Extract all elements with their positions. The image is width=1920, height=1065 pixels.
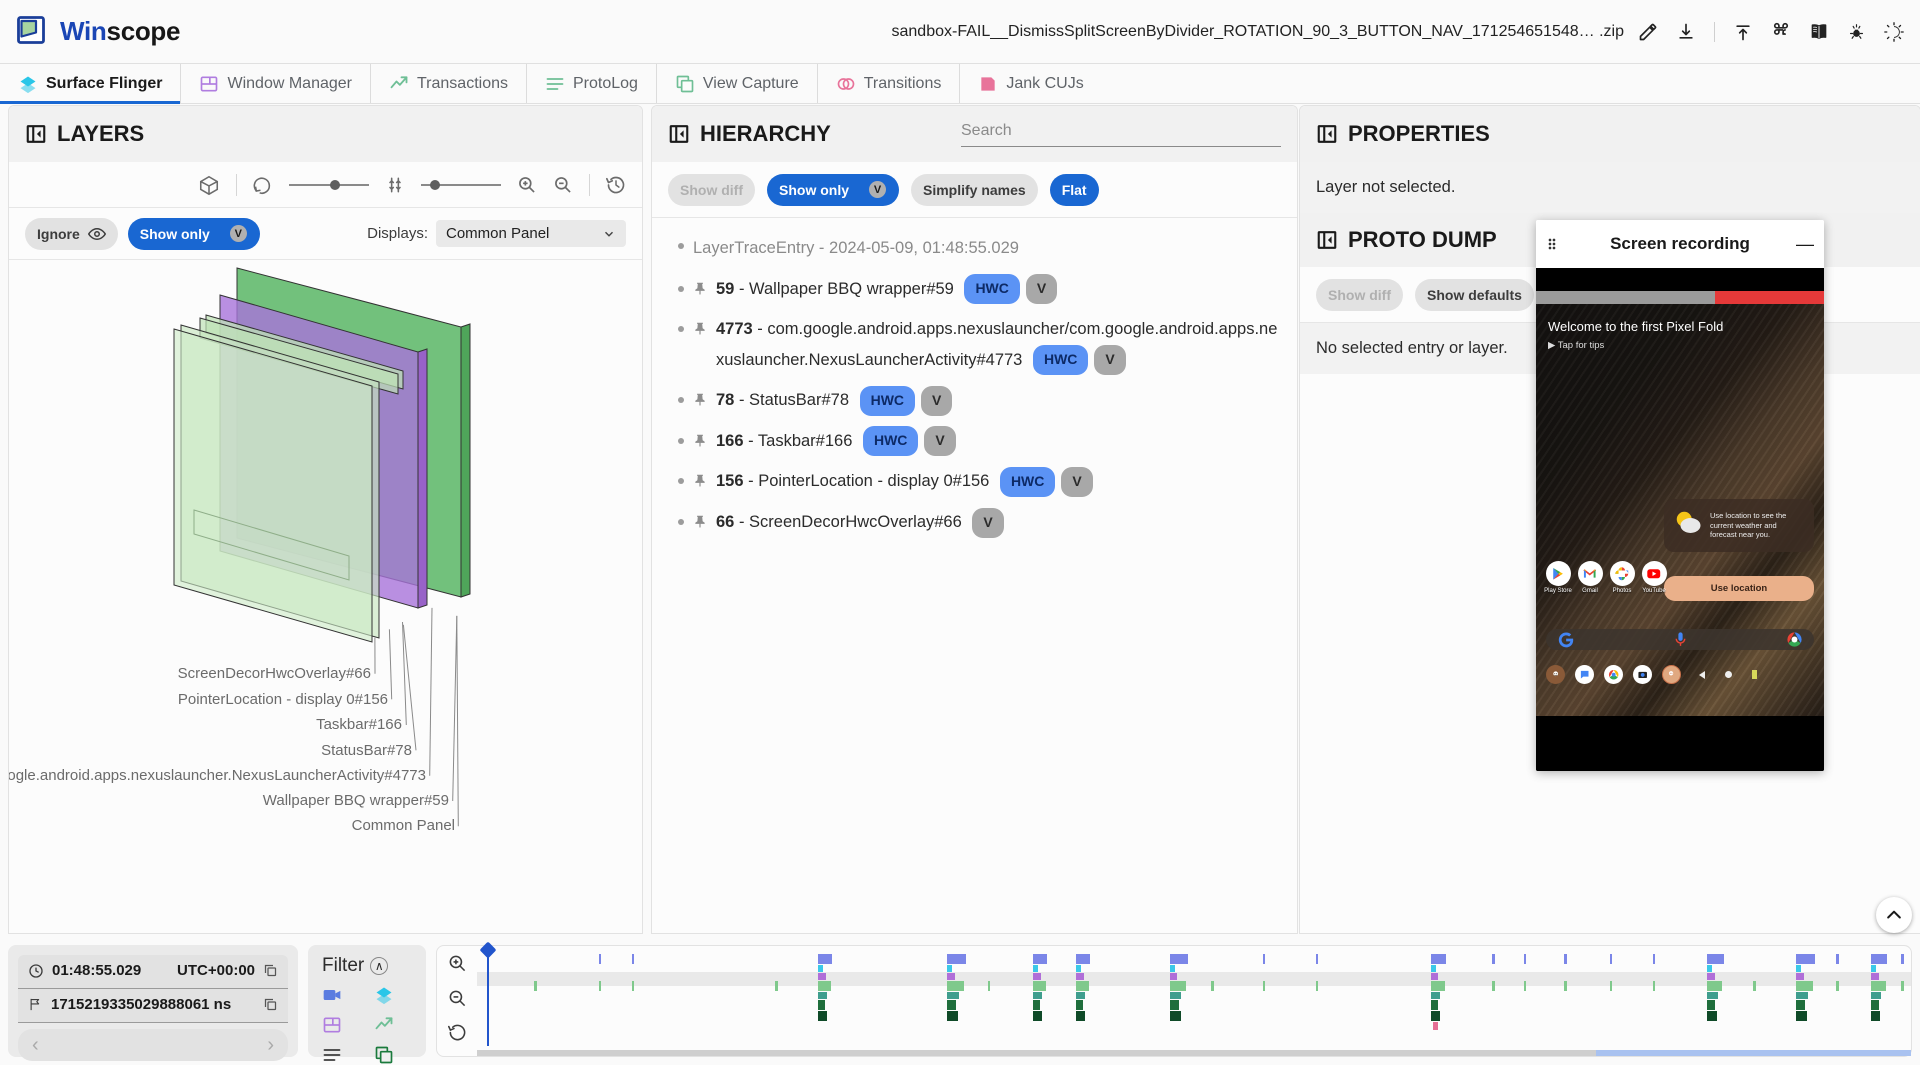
svg-text:StatusBar#78: StatusBar#78 xyxy=(321,742,412,759)
svg-text:google.android.apps.nexuslaunc: google.android.apps.nexuslauncher.NexusL… xyxy=(9,767,426,784)
svg-text:ScreenDecorHwcOverlay#66: ScreenDecorHwcOverlay#66 xyxy=(178,665,371,682)
svg-text:Wallpaper BBQ wrapper#59: Wallpaper BBQ wrapper#59 xyxy=(263,792,449,809)
svg-text:PointerLocation - display 0#15: PointerLocation - display 0#156 xyxy=(178,691,388,708)
svg-text:Taskbar#166: Taskbar#166 xyxy=(316,716,402,733)
svg-text:Common Panel: Common Panel xyxy=(352,817,455,834)
